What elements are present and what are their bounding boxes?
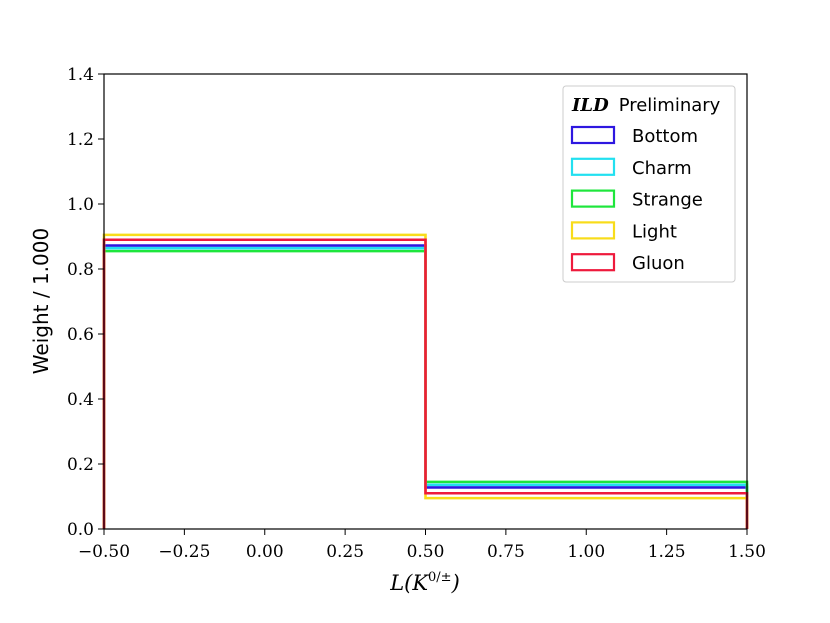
legend-item-light: Light [570,221,677,242]
legend-label: Light [632,221,677,242]
x-tick-label: 0.25 [326,542,364,562]
legend-label: Bottom [632,126,698,147]
x-tick-label: 0.00 [246,542,284,562]
y-tick-label: 0.8 [67,260,94,280]
legend-item-strange: Strange [570,189,703,211]
x-tick-label: 0.50 [407,542,445,562]
legend-swatch [570,189,616,208]
legend-label: Gluon [632,253,685,274]
x-tick-label: 1.00 [567,542,605,562]
legend-swatch [570,221,616,240]
legend-items: Bottom Charm Strange Light Gluon [570,125,703,274]
legend-item-bottom: Bottom [570,125,698,147]
x-axis-label: L(K0/±) [389,570,460,595]
legend-title-ild: ILD [571,95,609,116]
legend-frame [562,85,736,283]
y-tick-label: 1.2 [67,130,94,150]
x-tick-label: 1.25 [648,542,686,562]
legend-item-gluon: Gluon [570,253,685,274]
x-tick-label: −0.50 [78,542,130,562]
legend-label: Charm [632,158,692,179]
y-tick-label: 0.0 [67,520,94,540]
y-axis-ticks: 0.0 0.2 0.4 0.6 0.8 1.0 1.2 1.4 [67,65,104,540]
legend-swatch [570,157,616,176]
y-tick-label: 1.4 [67,65,94,85]
x-axis-ticks: −0.50 −0.25 0.00 0.25 0.50 0.75 1.00 1.25 1.50 [78,529,766,562]
legend-label: Strange [632,190,703,211]
legend: ILD Preliminary Bottom Charm Strange Light G… [562,85,736,283]
y-tick-label: 1.0 [67,195,94,215]
x-tick-label: 0.75 [487,542,525,562]
y-axis-label: Weight / 1.000 [29,228,53,374]
y-tick-label: 0.6 [67,325,94,345]
x-tick-label: 1.50 [728,542,766,562]
legend-title-preliminary: Preliminary [619,95,721,116]
legend-swatch [570,253,616,272]
y-tick-label: 0.4 [67,390,94,410]
y-tick-label: 0.2 [67,455,94,475]
legend-item-charm: Charm [570,157,692,179]
legend-swatch [570,125,616,145]
legend-title: ILD Preliminary [571,95,721,116]
x-tick-label: −0.25 [158,542,210,562]
